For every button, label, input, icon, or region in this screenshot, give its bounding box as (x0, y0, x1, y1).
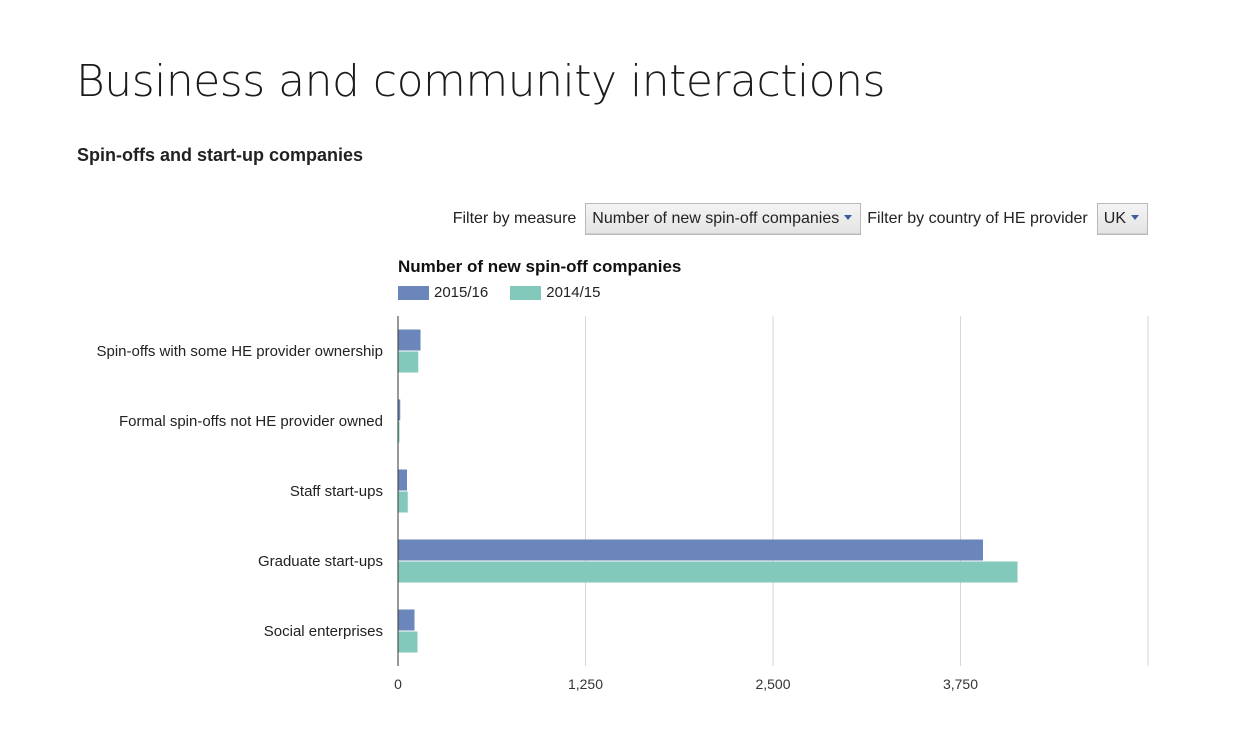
measure-filter-label: Filter by measure (452, 210, 577, 227)
chevron-down-icon (844, 214, 853, 220)
bar[interactable] (398, 561, 1018, 583)
legend-label: 2015/16 (434, 284, 489, 301)
legend-item-2015-16[interactable]: 2015/16 (398, 284, 488, 301)
bar[interactable] (398, 329, 421, 351)
bar[interactable] (398, 469, 407, 491)
legend-item-2014-15[interactable]: 2014/15 (510, 284, 600, 301)
page-subtitle: Spin-offs and start-up companies (77, 145, 364, 165)
category-label: Spin-offs with some HE provider ownershi… (96, 343, 383, 360)
bar[interactable] (398, 421, 400, 443)
bar[interactable] (398, 609, 415, 631)
bar[interactable] (398, 631, 418, 653)
category-label: Social enterprises (264, 623, 383, 640)
chart-title: Number of new spin-off companies (398, 257, 682, 276)
country-filter-value: UK (1103, 210, 1126, 227)
x-tick-label: 0 (394, 676, 402, 692)
category-label: Formal spin-offs not HE provider owned (119, 413, 383, 430)
filter-bar: Filter by measure Number of new spin-off… (453, 203, 1148, 235)
legend-label: 2014/15 (546, 284, 601, 301)
category-label: Staff start-ups (290, 483, 383, 500)
legend-swatch (398, 285, 429, 300)
page-title: Business and community interactions (76, 56, 885, 107)
country-filter-dropdown[interactable]: UK (1096, 203, 1148, 235)
chart-legend: 2015/16 2014/15 (398, 284, 600, 301)
measure-filter-value: Number of new spin-off companies (592, 210, 840, 227)
bar[interactable] (398, 399, 401, 421)
x-tick-label: 3,750 (943, 676, 978, 692)
bar[interactable] (398, 491, 408, 513)
measure-filter-dropdown[interactable]: Number of new spin-off companies (585, 203, 862, 235)
x-tick-label: 1,250 (568, 676, 603, 692)
country-filter-label: Filter by country of HE provider (867, 210, 1088, 227)
bar[interactable] (398, 539, 983, 561)
chevron-down-icon (1131, 214, 1139, 220)
bar[interactable] (398, 351, 419, 373)
legend-swatch (510, 285, 542, 300)
x-tick-label: 2,500 (755, 676, 790, 692)
category-label: Graduate start-ups (258, 553, 383, 570)
